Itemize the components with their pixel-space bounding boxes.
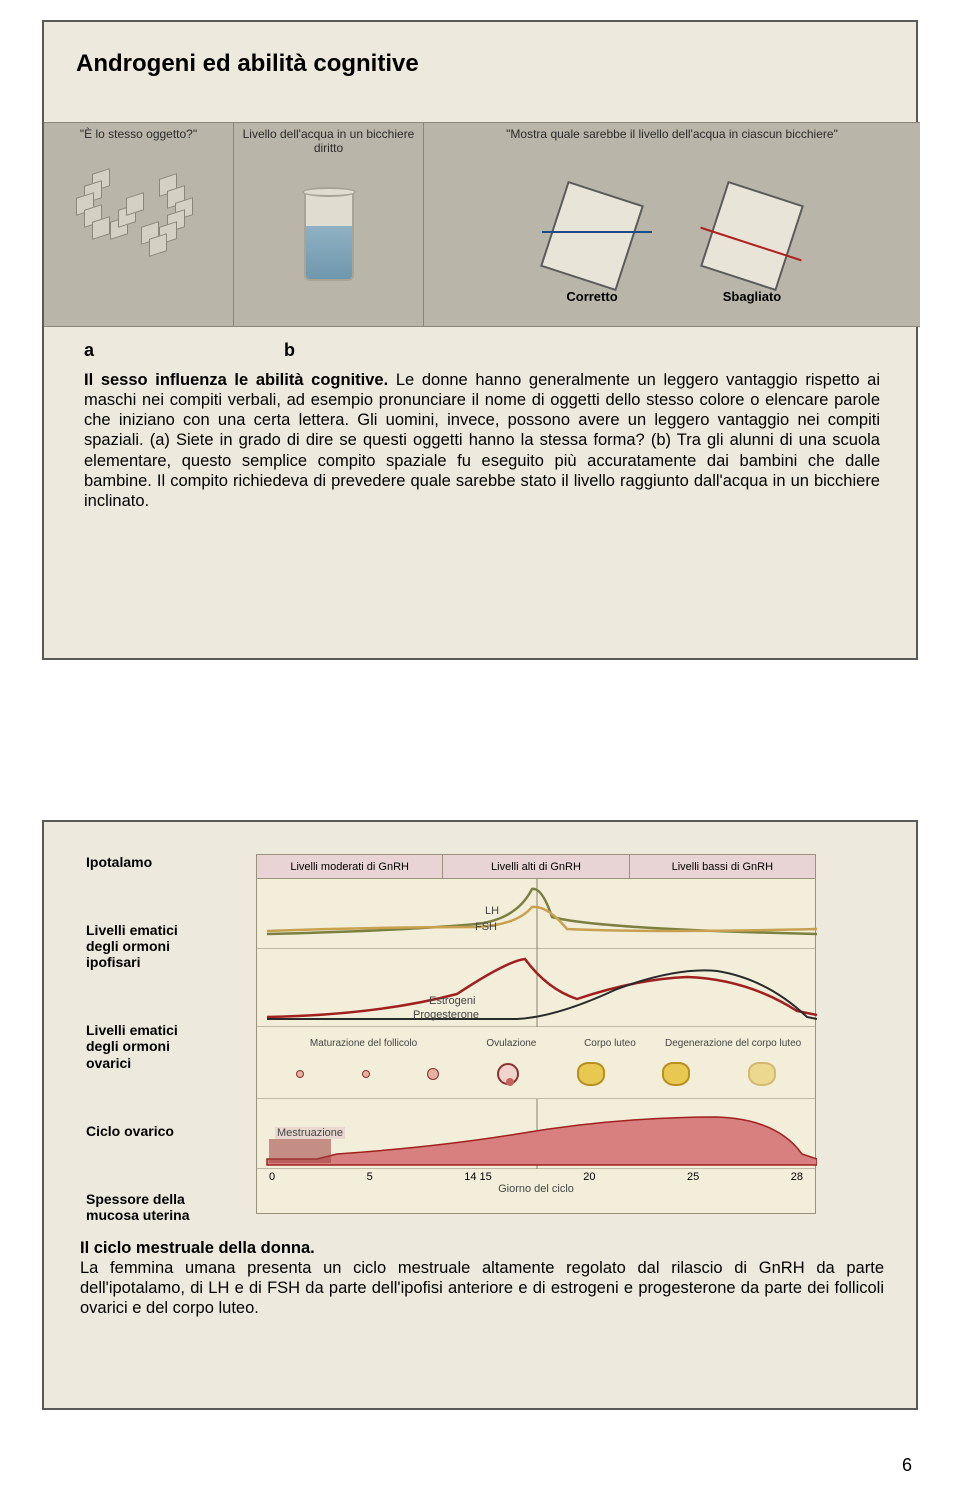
panel-a-caption: "È lo stesso oggetto?" bbox=[74, 123, 203, 141]
correct-label: Corretto bbox=[566, 289, 617, 304]
menstruation-label: Mestruazione bbox=[275, 1127, 345, 1139]
panel-a-mental-rotation: "È lo stesso oggetto?" bbox=[44, 123, 234, 326]
gnrh-header-row: Livelli moderati di GnRH Livelli alti di… bbox=[257, 855, 815, 879]
panel-c-caption: "Mostra quale sarebbe il livello dell'ac… bbox=[500, 123, 844, 141]
corpus-luteum bbox=[577, 1062, 605, 1086]
x-axis-ticks: 0 5 14 15 20 25 28 bbox=[257, 1169, 815, 1183]
side-label-uterine: Spessore della mucosa uterina bbox=[86, 1191, 246, 1223]
cube-figure-left bbox=[64, 161, 214, 271]
panel-b-upright-glass: Livello dell'acqua in un bicchiere dirit… bbox=[234, 123, 424, 326]
ovary-stage-label-row: Maturazione del follicolo Ovulazione Cor… bbox=[257, 1027, 815, 1049]
x-axis-label: Giorno del ciclo bbox=[257, 1183, 815, 1199]
pituitary-hormone-chart: LH FSH bbox=[257, 879, 815, 949]
progesterone-label: Progesterone bbox=[413, 1009, 479, 1021]
upright-glass-figure bbox=[294, 181, 364, 291]
slide2-caption: Il ciclo mestruale della donna. La femmi… bbox=[80, 1238, 884, 1319]
gnrh-low: Livelli bassi di GnRH bbox=[630, 855, 815, 878]
ovarian-hormone-chart: Estrogeni Progesterone bbox=[257, 949, 815, 1027]
fsh-label: FSH bbox=[475, 921, 497, 933]
label-a: a bbox=[84, 340, 94, 361]
tilted-glass-correct: Corretto bbox=[542, 171, 642, 304]
follicle-stage-3 bbox=[427, 1068, 439, 1080]
uterine-thickness-chart: Mestruazione bbox=[257, 1099, 815, 1169]
wrong-label: Sbagliato bbox=[723, 289, 782, 304]
follicle-stage-1 bbox=[296, 1070, 304, 1078]
corpus-luteum-2 bbox=[662, 1062, 690, 1086]
cognitive-test-strip: "È lo stesso oggetto?" Livello del bbox=[44, 122, 920, 327]
ovarian-cycle-row bbox=[257, 1049, 815, 1099]
side-label-hypothalamus: Ipotalamo bbox=[86, 854, 246, 870]
gnrh-moderate: Livelli moderati di GnRH bbox=[257, 855, 443, 878]
body-rest: Le donne hanno generalmente un leggero v… bbox=[84, 371, 880, 510]
page-number: 6 bbox=[902, 1455, 912, 1476]
side-label-ovarian-hormones: Livelli ematici degli ormoni ovarici bbox=[86, 1022, 246, 1070]
side-label-pituitary: Livelli ematici degli ormoni ipofisari bbox=[86, 922, 246, 970]
estrogen-label: Estrogeni bbox=[429, 995, 475, 1007]
slide1-title: Androgeni ed abilità cognitive bbox=[44, 22, 916, 78]
tilted-glass-wrong: Sbagliato bbox=[702, 171, 802, 304]
caption2-lead: Il ciclo mestruale della donna. bbox=[80, 1239, 315, 1257]
body-lead: Il sesso influenza le abilità cognitive. bbox=[84, 371, 388, 389]
caption2-text: La femmina umana presenta un ciclo mestr… bbox=[80, 1259, 884, 1317]
lh-label: LH bbox=[485, 905, 499, 917]
gnrh-high: Livelli alti di GnRH bbox=[443, 855, 629, 878]
panel-b-caption: Livello dell'acqua in un bicchiere dirit… bbox=[234, 123, 423, 156]
corpus-luteum-degenerating bbox=[748, 1062, 776, 1086]
follicle-stage-2 bbox=[362, 1070, 370, 1078]
side-label-ovarian-cycle: Ciclo ovarico bbox=[86, 1123, 246, 1139]
side-labels-column: Ipotalamo Livelli ematici degli ormoni i… bbox=[86, 854, 246, 1275]
slide-1: Androgeni ed abilità cognitive "È lo ste… bbox=[42, 20, 918, 660]
label-b: b bbox=[284, 340, 295, 361]
menstrual-cycle-diagram: Livelli moderati di GnRH Livelli alti di… bbox=[256, 854, 816, 1214]
slide-2: Ipotalamo Livelli ematici degli ormoni i… bbox=[42, 820, 918, 1410]
follicle-ovulation bbox=[497, 1063, 519, 1085]
panel-c-tilted-glasses: "Mostra quale sarebbe il livello dell'ac… bbox=[424, 123, 920, 326]
slide1-body-text: Il sesso influenza le abilità cognitive.… bbox=[84, 370, 880, 511]
